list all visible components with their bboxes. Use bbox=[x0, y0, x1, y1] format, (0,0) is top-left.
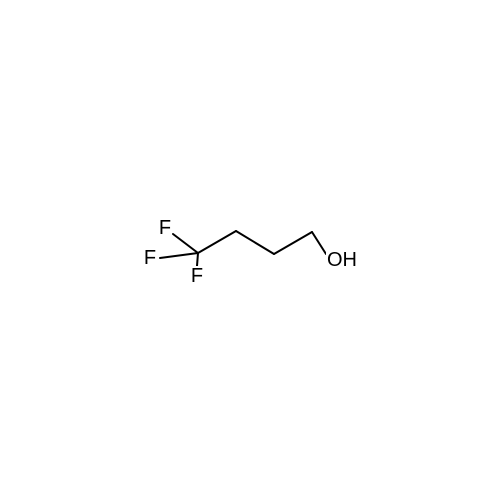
atom-label-F1: F bbox=[158, 218, 172, 238]
atom-label-F2: F bbox=[143, 248, 157, 268]
atom-label-OH: OH bbox=[326, 250, 358, 270]
molecule-diagram: FFFOH bbox=[0, 0, 500, 500]
bond-layer bbox=[0, 0, 500, 500]
atom-label-F3: F bbox=[190, 266, 204, 286]
